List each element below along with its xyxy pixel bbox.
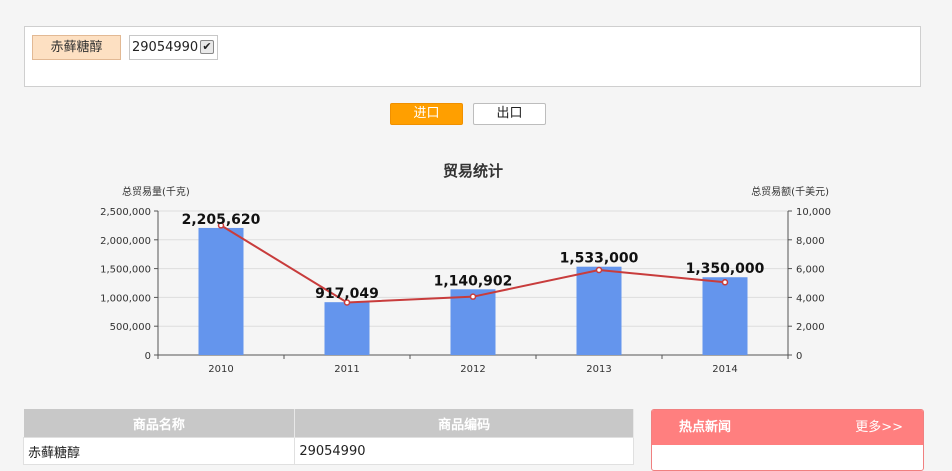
news-title: 热点新闻 — [679, 420, 732, 435]
code-checkbox[interactable]: ✔ — [200, 40, 214, 54]
news-more-link[interactable]: 更多>> — [855, 420, 903, 435]
bar-data-label: 917,049 — [315, 286, 379, 302]
table-header-row: 商品名称 商品编码 — [23, 409, 634, 438]
product-code-value: 29054990 — [132, 40, 199, 55]
y-left-axis-label: 总贸易量(千克) — [122, 185, 190, 198]
bar-data-label: 1,533,000 — [560, 251, 639, 267]
import-button[interactable]: 进口 — [390, 103, 463, 125]
header-product-code: 商品编码 — [294, 409, 634, 438]
y-right-axis-label: 总贸易额(千美元) — [751, 185, 829, 198]
y-left-tick-label: 1,000,000 — [100, 293, 151, 304]
header-product-name: 商品名称 — [23, 409, 296, 438]
y-left-tick-label: 2,500,000 — [100, 207, 151, 218]
export-button[interactable]: 出口 — [473, 103, 546, 125]
product-table: 商品名称 商品编码 赤藓糖醇 29054990 — [22, 409, 634, 465]
y-left-tick-label: 0 — [145, 351, 151, 362]
y-right-tick-label: 4,000 — [796, 293, 825, 304]
product-code-field[interactable]: 29054990 ✔ — [129, 35, 218, 60]
y-right-tick-label: 10,000 — [796, 207, 831, 218]
bar-data-label: 2,205,620 — [182, 212, 261, 228]
bar — [450, 289, 496, 355]
y-right-tick-label: 0 — [796, 351, 802, 362]
line-point — [343, 299, 351, 306]
y-right-tick-label: 2,000 — [796, 322, 825, 333]
bar-data-label: 1,140,902 — [434, 273, 513, 289]
bar — [324, 302, 370, 355]
line-point — [217, 222, 225, 229]
y-left-tick-label: 500,000 — [110, 322, 151, 333]
news-header: 热点新闻 更多>> — [652, 410, 923, 445]
x-tick-label: 2013 — [586, 364, 611, 375]
y-left-tick-label: 2,000,000 — [100, 236, 151, 247]
filter-panel: 赤藓糖醇 29054990 ✔ — [24, 26, 921, 87]
x-tick-label: 2012 — [460, 364, 485, 375]
product-tag[interactable]: 赤藓糖醇 — [32, 35, 121, 60]
line-point — [721, 279, 729, 286]
line-point — [469, 293, 477, 300]
y-right-tick-label: 8,000 — [796, 236, 825, 247]
chart-title: 贸易统计 — [443, 162, 503, 180]
x-tick-label: 2014 — [712, 364, 737, 375]
bar — [576, 266, 622, 355]
bar — [702, 277, 748, 355]
table-row[interactable]: 赤藓糖醇 29054990 — [22, 437, 634, 465]
y-right-tick-label: 6,000 — [796, 265, 825, 276]
hot-news-panel: 热点新闻 更多>> — [651, 409, 924, 471]
bar — [198, 227, 244, 355]
y-left-tick-label: 1,500,000 — [100, 265, 151, 276]
line-point — [595, 266, 603, 274]
x-tick-label: 2011 — [334, 364, 359, 375]
x-tick-label: 2010 — [208, 364, 233, 375]
bar-data-label: 1,350,000 — [686, 261, 765, 277]
cell-product-name: 赤藓糖醇 — [22, 437, 296, 465]
cell-product-code: 29054990 — [294, 437, 634, 465]
